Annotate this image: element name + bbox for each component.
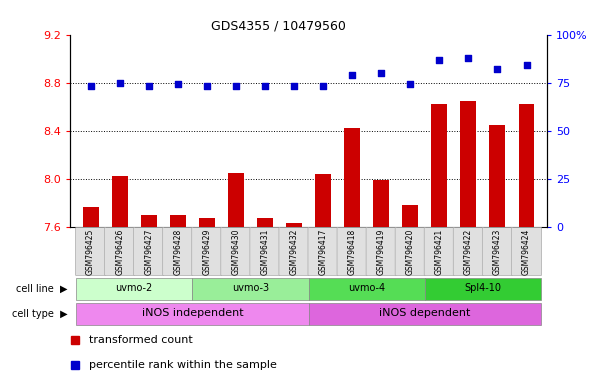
Point: [260, 83, 270, 89]
Text: uvmo-4: uvmo-4: [348, 283, 386, 293]
Bar: [373, 180, 389, 227]
FancyBboxPatch shape: [134, 228, 164, 275]
Bar: [461, 101, 477, 227]
Bar: [286, 223, 302, 227]
FancyBboxPatch shape: [308, 228, 338, 275]
Point: [173, 81, 183, 88]
Point: [376, 70, 386, 76]
FancyBboxPatch shape: [424, 228, 455, 275]
FancyBboxPatch shape: [395, 228, 425, 275]
Point: [347, 72, 357, 78]
Point: [289, 83, 299, 89]
Point: [405, 81, 415, 88]
Text: transformed count: transformed count: [89, 335, 193, 345]
FancyBboxPatch shape: [76, 303, 309, 325]
Text: GSM796427: GSM796427: [144, 228, 153, 275]
Bar: [199, 218, 215, 227]
FancyBboxPatch shape: [279, 228, 309, 275]
Text: uvmo-2: uvmo-2: [115, 283, 153, 293]
Point: [202, 83, 212, 89]
Point: [434, 56, 444, 63]
FancyBboxPatch shape: [482, 228, 513, 275]
FancyBboxPatch shape: [366, 228, 397, 275]
FancyBboxPatch shape: [309, 278, 425, 300]
FancyBboxPatch shape: [192, 228, 222, 275]
Text: percentile rank within the sample: percentile rank within the sample: [89, 360, 277, 370]
Text: GSM796429: GSM796429: [202, 228, 211, 275]
Bar: [315, 174, 331, 227]
FancyBboxPatch shape: [250, 228, 280, 275]
Text: iNOS independent: iNOS independent: [142, 308, 243, 318]
Bar: [141, 215, 156, 227]
Bar: [112, 176, 128, 227]
Text: Spl4-10: Spl4-10: [464, 283, 502, 293]
Bar: [170, 215, 186, 227]
Text: GSM796421: GSM796421: [435, 228, 444, 275]
FancyBboxPatch shape: [76, 228, 106, 275]
FancyBboxPatch shape: [453, 228, 483, 275]
Bar: [82, 207, 98, 227]
Text: iNOS dependent: iNOS dependent: [379, 308, 470, 318]
Point: [231, 83, 241, 89]
Bar: [344, 128, 360, 227]
Text: GSM796418: GSM796418: [348, 228, 357, 275]
Point: [144, 83, 153, 89]
Bar: [228, 172, 244, 227]
Text: GSM796419: GSM796419: [377, 228, 386, 275]
Text: GSM796425: GSM796425: [86, 228, 95, 275]
FancyBboxPatch shape: [425, 278, 541, 300]
Text: GSM796422: GSM796422: [464, 228, 473, 275]
Text: GSM796426: GSM796426: [115, 228, 124, 275]
Text: GSM796423: GSM796423: [493, 228, 502, 275]
Point: [492, 66, 502, 72]
Text: GSM796431: GSM796431: [260, 228, 269, 275]
Point: [115, 79, 125, 86]
FancyBboxPatch shape: [163, 228, 193, 275]
Point: [464, 55, 474, 61]
Text: GDS4355 / 10479560: GDS4355 / 10479560: [211, 20, 345, 33]
FancyBboxPatch shape: [104, 228, 135, 275]
Bar: [257, 218, 273, 227]
Text: uvmo-3: uvmo-3: [232, 283, 269, 293]
Text: cell line  ▶: cell line ▶: [16, 284, 67, 294]
Text: cell type  ▶: cell type ▶: [12, 309, 67, 319]
Text: GSM796432: GSM796432: [290, 228, 299, 275]
Bar: [519, 104, 535, 227]
Text: GSM796430: GSM796430: [232, 228, 240, 275]
Point: [86, 83, 95, 89]
Bar: [489, 124, 505, 227]
FancyBboxPatch shape: [192, 278, 309, 300]
FancyBboxPatch shape: [309, 303, 541, 325]
FancyBboxPatch shape: [511, 228, 541, 275]
Text: GSM796420: GSM796420: [406, 228, 415, 275]
Text: GSM796417: GSM796417: [318, 228, 327, 275]
Bar: [431, 104, 447, 227]
Text: GSM796424: GSM796424: [522, 228, 531, 275]
Bar: [402, 205, 419, 227]
FancyBboxPatch shape: [76, 278, 192, 300]
Point: [318, 83, 328, 89]
FancyBboxPatch shape: [337, 228, 367, 275]
Point: [522, 62, 532, 68]
FancyBboxPatch shape: [221, 228, 251, 275]
Text: GSM796428: GSM796428: [174, 228, 182, 275]
